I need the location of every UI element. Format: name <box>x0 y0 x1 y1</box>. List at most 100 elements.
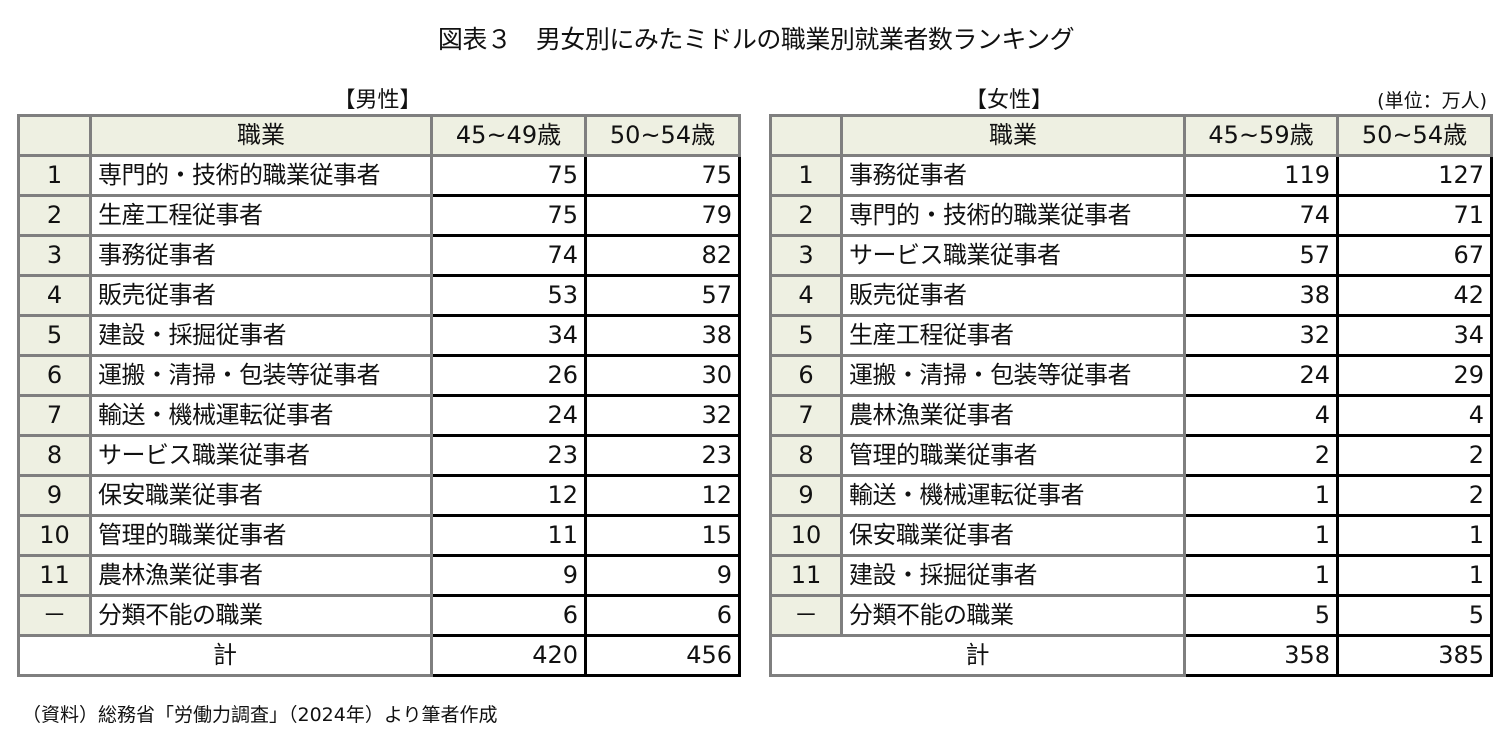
figure-title: 図表３ 男女別にみたミドルの職業別就業者数ランキング <box>437 25 1075 54</box>
rank-cell: 2 <box>17 194 92 237</box>
value-cell-col2: 82 <box>584 234 741 277</box>
value-cell-col2: 42 <box>1336 274 1493 317</box>
age-50-54-header: 50~54歳 <box>584 114 741 157</box>
rank-cell: 8 <box>17 434 92 477</box>
value-cell-col1: 9 <box>430 554 587 597</box>
value-cell-col1: 1 <box>1183 474 1339 517</box>
table-row: 3 サービス職業従事者 57 67 <box>769 234 1493 277</box>
value-cell-col2: 6 <box>584 594 741 637</box>
value-cell-col2: 57 <box>584 274 741 317</box>
total-label: 計 <box>17 634 433 677</box>
value-cell-col1: 12 <box>430 474 587 517</box>
value-cell-col2: 2 <box>1336 434 1493 477</box>
value-cell-col1: 26 <box>430 354 587 397</box>
value-cell-col2: 1 <box>1336 554 1493 597</box>
table-row: 4 販売従事者 53 57 <box>17 274 741 317</box>
rank-cell: 1 <box>17 154 92 197</box>
occupation-cell: 輸送・機械運転従事者 <box>89 394 433 437</box>
value-cell-col2: 34 <box>1336 314 1493 357</box>
table-row: 5 生産工程従事者 32 34 <box>769 314 1493 357</box>
value-cell-col1: 11 <box>430 514 587 557</box>
value-cell-col2: 9 <box>584 554 741 597</box>
value-cell-col1: 4 <box>1183 394 1339 437</box>
rank-cell: 6 <box>769 354 843 397</box>
value-cell-col2: 23 <box>584 434 741 477</box>
table-row: 5 建設・採掘従事者 34 38 <box>17 314 741 357</box>
value-cell-col1: 23 <box>430 434 587 477</box>
rank-cell: 4 <box>769 274 843 317</box>
table-row: 7 輸送・機械運転従事者 24 32 <box>17 394 741 437</box>
occupation-cell: 販売従事者 <box>840 274 1186 317</box>
value-cell-col2: 127 <box>1336 154 1493 197</box>
rank-cell: － <box>17 594 92 637</box>
table-header-row: 職業 45~59歳 50~54歳 <box>769 114 1493 157</box>
rank-header <box>769 114 843 157</box>
table-header-row: 職業 45~49歳 50~54歳 <box>17 114 741 157</box>
value-cell-col2: 12 <box>584 474 741 517</box>
female-ranking-table: 職業 45~59歳 50~54歳 1 事務従事者 119 127 2 専門的・技術的職業従… <box>769 114 1493 677</box>
occupation-cell: 保安職業従事者 <box>89 474 433 517</box>
value-cell-col2: 29 <box>1336 354 1493 397</box>
table-row: 8 サービス職業従事者 23 23 <box>17 434 741 477</box>
table-row: 1 専門的・技術的職業従事者 75 75 <box>17 154 741 197</box>
value-cell-col2: 5 <box>1336 594 1493 637</box>
table-row: －分類不能の職業 5 5 <box>769 594 1493 637</box>
table-row: 11 農林漁業従事者 9 9 <box>17 554 741 597</box>
value-cell-col1: 74 <box>430 234 587 277</box>
male-ranking-table: 職業 45~49歳 50~54歳 1 専門的・技術的職業従事者 75 75 2 生産工程従… <box>17 114 741 677</box>
rank-cell: 5 <box>769 314 843 357</box>
source-note: （資料）総務省「労働力調査」（2024年）より筆者作成 <box>22 704 498 726</box>
table-row: 3 事務従事者 74 82 <box>17 234 741 277</box>
rank-cell: 6 <box>17 354 92 397</box>
value-cell-col2: 1 <box>1336 514 1493 557</box>
total-cell-col2: 456 <box>584 634 741 677</box>
value-cell-col2: 15 <box>584 514 741 557</box>
value-cell-col1: 6 <box>430 594 587 637</box>
occupation-cell: 生産工程従事者 <box>840 314 1186 357</box>
table-row: 2 生産工程従事者 75 79 <box>17 194 741 237</box>
rank-cell: 4 <box>17 274 92 317</box>
value-cell-col1: 1 <box>1183 554 1339 597</box>
value-cell-col1: 1 <box>1183 514 1339 557</box>
occupation-cell: 分類不能の職業 <box>840 594 1186 637</box>
rank-cell: 3 <box>17 234 92 277</box>
table-row: 8 管理的職業従事者 2 2 <box>769 434 1493 477</box>
value-cell-col1: 53 <box>430 274 587 317</box>
value-cell-col1: 2 <box>1183 434 1339 477</box>
table-row: 9 保安職業従事者 12 12 <box>17 474 741 517</box>
age-45-49-header: 45~49歳 <box>430 114 587 157</box>
value-cell-col1: 24 <box>430 394 587 437</box>
table-row: 6 運搬・清掃・包装等従事者 26 30 <box>17 354 741 397</box>
table-row: 10 保安職業従事者 1 1 <box>769 514 1493 557</box>
occupation-header: 職業 <box>89 114 433 157</box>
table-row: 7 農林漁業従事者 4 4 <box>769 394 1493 437</box>
rank-cell: 3 <box>769 234 843 277</box>
value-cell-col2: 4 <box>1336 394 1493 437</box>
rank-cell: 7 <box>17 394 92 437</box>
occupation-cell: 保安職業従事者 <box>840 514 1186 557</box>
value-cell-col2: 67 <box>1336 234 1493 277</box>
rank-cell: 10 <box>769 514 843 557</box>
rank-cell: 1 <box>769 154 843 197</box>
occupation-cell: 事務従事者 <box>840 154 1186 197</box>
rank-header <box>17 114 92 157</box>
value-cell-col1: 75 <box>430 154 587 197</box>
age-50-54-header: 50~54歳 <box>1336 114 1493 157</box>
rank-cell: 7 <box>769 394 843 437</box>
total-label: 計 <box>769 634 1186 677</box>
female-table-body: 1 事務従事者 119 127 2 専門的・技術的職業従事者 74 71 3 サービス職業従事者 5… <box>769 154 1493 677</box>
occupation-cell: サービス職業従事者 <box>89 434 433 477</box>
male-section-label: 【男性】 <box>333 88 422 113</box>
table-row: 10 管理的職業従事者 11 15 <box>17 514 741 557</box>
total-cell-col2: 385 <box>1336 634 1493 677</box>
value-cell-col1: 119 <box>1183 154 1339 197</box>
table-row: 9 輸送・機械運転従事者 1 2 <box>769 474 1493 517</box>
occupation-cell: 農林漁業従事者 <box>89 554 433 597</box>
value-cell-col1: 24 <box>1183 354 1339 397</box>
unit-label: (単位：万人) <box>1377 90 1487 112</box>
rank-cell: 11 <box>17 554 92 597</box>
value-cell-col1: 32 <box>1183 314 1339 357</box>
value-cell-col2: 75 <box>584 154 741 197</box>
occupation-cell: 輸送・機械運転従事者 <box>840 474 1186 517</box>
total-row: 計 420 456 <box>17 634 741 677</box>
